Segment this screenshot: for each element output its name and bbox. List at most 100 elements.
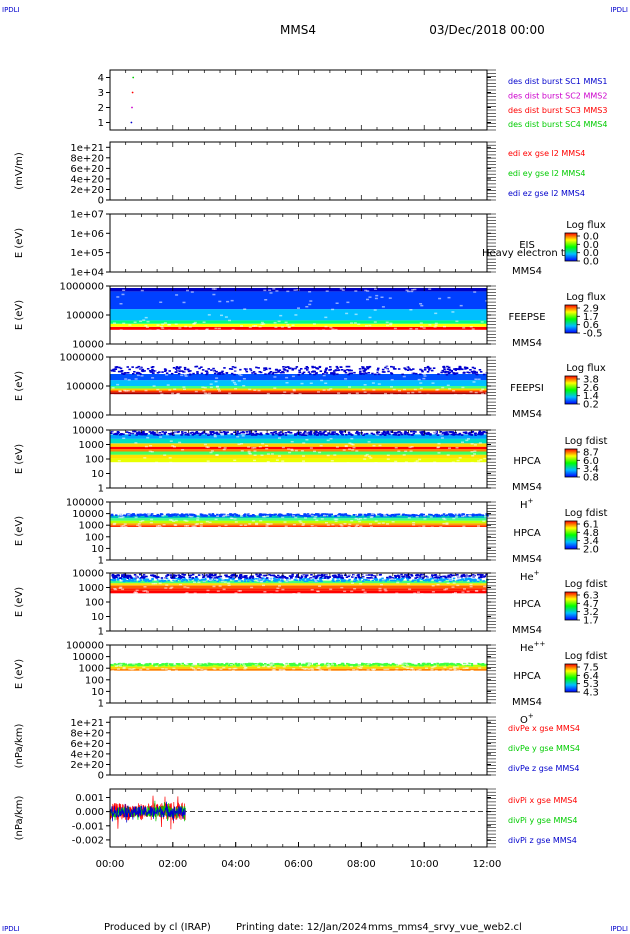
ytick-label: 6e+20 xyxy=(70,164,104,175)
spectrogram-speck xyxy=(295,513,298,516)
spectrogram-speck xyxy=(110,513,114,516)
ytick-label: 10000 xyxy=(72,340,104,351)
spectrogram-gap xyxy=(378,587,382,590)
spectrogram-gap xyxy=(257,666,261,668)
spectrogram-speck xyxy=(193,577,196,580)
spectrogram-speck xyxy=(364,369,367,371)
spectrogram-speck xyxy=(303,580,307,582)
spectrogram-band-3 xyxy=(110,520,487,524)
spectrogram-gap xyxy=(258,326,262,328)
spectrogram-gap xyxy=(380,584,383,586)
spectrogram-speck xyxy=(144,433,148,435)
spectrogram-speck xyxy=(421,433,424,436)
spectrogram-gap xyxy=(252,366,256,369)
spectrogram-speck xyxy=(197,574,201,576)
spectrogram-gap xyxy=(213,668,217,670)
spectrogram-speck xyxy=(170,432,173,435)
spectrogram-speck xyxy=(140,366,143,369)
spectrogram-gap xyxy=(142,590,146,592)
spectrogram-gap xyxy=(277,320,281,323)
spectrogram-speck xyxy=(248,430,251,433)
spectrogram-gap xyxy=(286,324,290,326)
spectrogram-speck xyxy=(397,575,401,577)
spectrogram-gap xyxy=(206,432,210,435)
spectrogram-gap xyxy=(191,664,195,666)
spectrogram-speck xyxy=(248,662,251,665)
spectrogram-gap xyxy=(234,667,238,670)
spectrogram-gap xyxy=(451,461,455,463)
spectrogram-gap xyxy=(352,432,356,434)
spectrogram-speck xyxy=(410,369,413,371)
spacecraft-label: MMS4 xyxy=(512,338,542,349)
spectrogram-gap xyxy=(412,524,416,526)
spectrogram-speck xyxy=(333,431,336,433)
spectrogram-speck xyxy=(204,370,208,372)
spectrogram-gap xyxy=(315,519,319,522)
spectrogram-speck xyxy=(350,434,354,436)
spectrogram-speck xyxy=(308,373,312,375)
spectrogram-speck xyxy=(128,578,131,581)
spectrogram-band-6 xyxy=(110,374,487,381)
spectrogram-speck xyxy=(249,368,252,370)
spectrogram-gap xyxy=(482,520,486,522)
spectrogram-gap xyxy=(350,437,354,440)
colorbar xyxy=(564,663,578,693)
spectrogram-speck xyxy=(202,575,206,578)
spectrogram-speck xyxy=(367,574,371,576)
spectrogram-gap xyxy=(466,580,470,582)
spectrogram-speck xyxy=(459,366,462,368)
spectrogram-speck xyxy=(237,663,241,665)
spectrogram-speck xyxy=(146,578,150,581)
spectrogram-speck xyxy=(381,432,384,434)
spectrogram-band-2 xyxy=(110,666,487,669)
spectrogram-speck xyxy=(323,513,327,515)
spectrogram-speck xyxy=(384,580,387,582)
spectrogram-speck xyxy=(362,434,365,436)
spectrogram-gap xyxy=(260,454,264,456)
spectrogram-gap xyxy=(456,584,460,587)
spectrogram-gap xyxy=(206,577,209,579)
spectrogram-gap xyxy=(446,669,450,672)
spectrogram-gap xyxy=(308,303,312,306)
spectrogram-gap xyxy=(410,290,414,293)
spectrogram-gap xyxy=(167,329,171,332)
spectrogram-speck xyxy=(420,664,423,666)
spectrogram-speck xyxy=(213,663,217,665)
spectrogram-gap xyxy=(134,575,138,577)
spectrogram-gap xyxy=(335,446,339,448)
spectrogram-gap xyxy=(369,523,372,525)
spectrogram-speck xyxy=(262,580,265,583)
spectrogram-gap xyxy=(258,578,262,580)
spectrogram-gap xyxy=(348,448,352,450)
spectrogram-gap xyxy=(483,585,487,588)
spectrogram-gap xyxy=(402,454,406,456)
spectrogram-gap xyxy=(266,523,270,525)
spectrogram-gap xyxy=(348,386,351,388)
spectrogram-speck xyxy=(443,578,446,580)
spectrogram-gap xyxy=(429,516,433,518)
spectrogram-speck xyxy=(274,576,277,578)
spectrogram-gap xyxy=(318,451,322,454)
spectrogram-speck xyxy=(242,515,245,517)
spectrogram-speck xyxy=(404,368,408,371)
spectrogram-speck xyxy=(159,513,163,515)
spectrogram-speck xyxy=(324,369,328,371)
spacecraft-label: MMS4 xyxy=(512,625,542,636)
spectrogram-speck xyxy=(262,574,265,577)
spectrogram-speck xyxy=(122,577,126,579)
spectrogram-gap xyxy=(255,523,259,526)
spectrogram-speck xyxy=(121,578,124,580)
spectrogram-gap xyxy=(350,443,354,445)
spectrogram-speck xyxy=(220,431,223,434)
spectrogram-speck xyxy=(450,574,453,577)
ytick-label: 1e+04 xyxy=(70,268,104,279)
spectrogram-speck xyxy=(259,371,263,374)
spectrogram-gap xyxy=(259,520,263,522)
spectrogram-speck xyxy=(143,664,146,666)
spectrogram-speck xyxy=(363,433,367,435)
spectrogram-gap xyxy=(376,434,380,436)
spectrogram-speck xyxy=(468,577,472,580)
spectrogram-speck xyxy=(176,513,179,516)
spectrogram-gap xyxy=(348,523,352,526)
spectrogram-speck xyxy=(263,367,266,369)
